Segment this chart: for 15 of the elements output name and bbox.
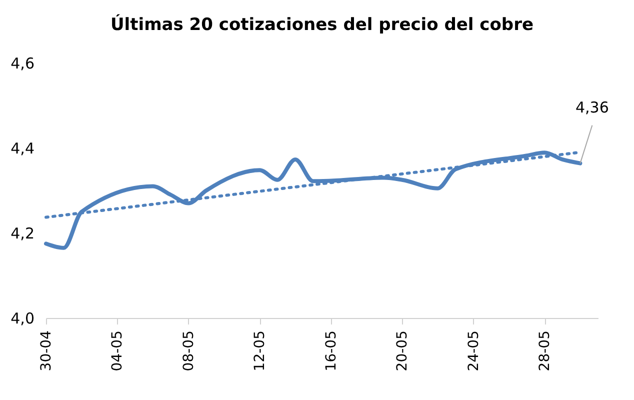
x-tick-label: 28-05 [537, 330, 554, 372]
x-tick-label: 04-05 [110, 330, 126, 372]
x-tick-label: 20-05 [394, 330, 411, 372]
y-tick-label: 4,4 [10, 140, 34, 158]
x-tick-label: 12-05 [252, 330, 268, 372]
line-series [44, 150, 582, 250]
annotation: 4,36 [575, 98, 609, 116]
x-tick-label: 16-05 [323, 330, 340, 372]
y-tick-label: 4,0 [10, 310, 34, 328]
y-tick-label: 4,2 [10, 224, 34, 242]
x-tick-label: 30-04 [38, 330, 54, 372]
x-tick-label: 08-05 [180, 330, 197, 372]
chart-title: Últimas 20 cotizaciones del precio del cobre [110, 14, 534, 35]
y-tick-label: 4,6 [10, 54, 34, 72]
x-tick-label: 24-05 [466, 330, 482, 372]
